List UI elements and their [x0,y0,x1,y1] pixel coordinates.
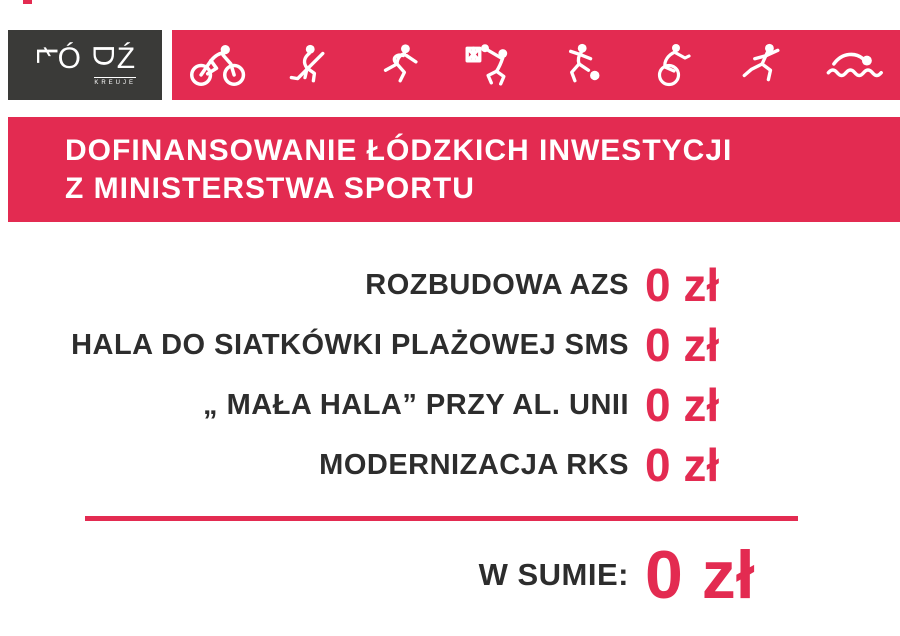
logo-letter: Ł [29,47,63,71]
logo-letter: D [86,44,120,74]
lodz-city-logo: Ł Ó D Ź KREUJE [8,30,162,100]
investment-amount: 0 zł [645,379,720,431]
swimmer-icon [809,30,900,100]
investment-label: ROZBUDOWA AZS [365,268,629,301]
investment-amount: 0 zł [645,439,720,491]
martial-arts-icon [354,30,445,100]
investment-amount: 0 zł [645,319,720,371]
logo-tagline: KREUJE [94,77,136,86]
logo-letter: Ó [57,42,89,75]
mountain-bike-icon [627,30,718,100]
title-line-1: DOFINANSOWANIE ŁÓDZKICH INWESTYCJI [65,134,733,167]
title-line-2: Z MINISTERSTWA SPORTU [65,172,475,205]
list-item: ROZBUDOWA AZS 0 zł [0,255,900,315]
basketball-icon [445,30,536,100]
list-item: HALA DO SIATKÓWKI PLAŻOWEJ SMS 0 zł [0,315,900,375]
investment-amount: 0 zł [645,259,720,311]
hockey-icon [263,30,354,100]
total-row: W SUMIE: 0 zł [0,530,900,620]
total-divider-line [85,516,798,521]
title-banner: DOFINANSOWANIE ŁÓDZKICH INWESTYCJI Z MIN… [8,117,900,222]
list-item: „ MAŁA HALA” PRZY AL. UNII 0 zł [0,375,900,435]
sports-icon-bar [172,30,900,100]
logo-wordmark: Ł Ó D Ź [28,44,142,74]
investment-label: MODERNIZACJA RKS [319,448,629,481]
total-amount: 0 zł [645,537,755,613]
investment-list: ROZBUDOWA AZS 0 zł HALA DO SIATKÓWKI PLA… [0,255,900,495]
crop-artifact [23,0,32,4]
investment-label: „ MAŁA HALA” PRZY AL. UNII [203,388,629,421]
cyclist-icon [172,30,263,100]
investment-label: HALA DO SIATKÓWKI PLAŻOWEJ SMS [71,328,629,361]
logo-letter: Ź [116,42,143,75]
list-item: MODERNIZACJA RKS 0 zł [0,435,900,495]
football-icon [536,30,627,100]
runner-icon [718,30,809,100]
total-label: W SUMIE: [478,557,629,592]
